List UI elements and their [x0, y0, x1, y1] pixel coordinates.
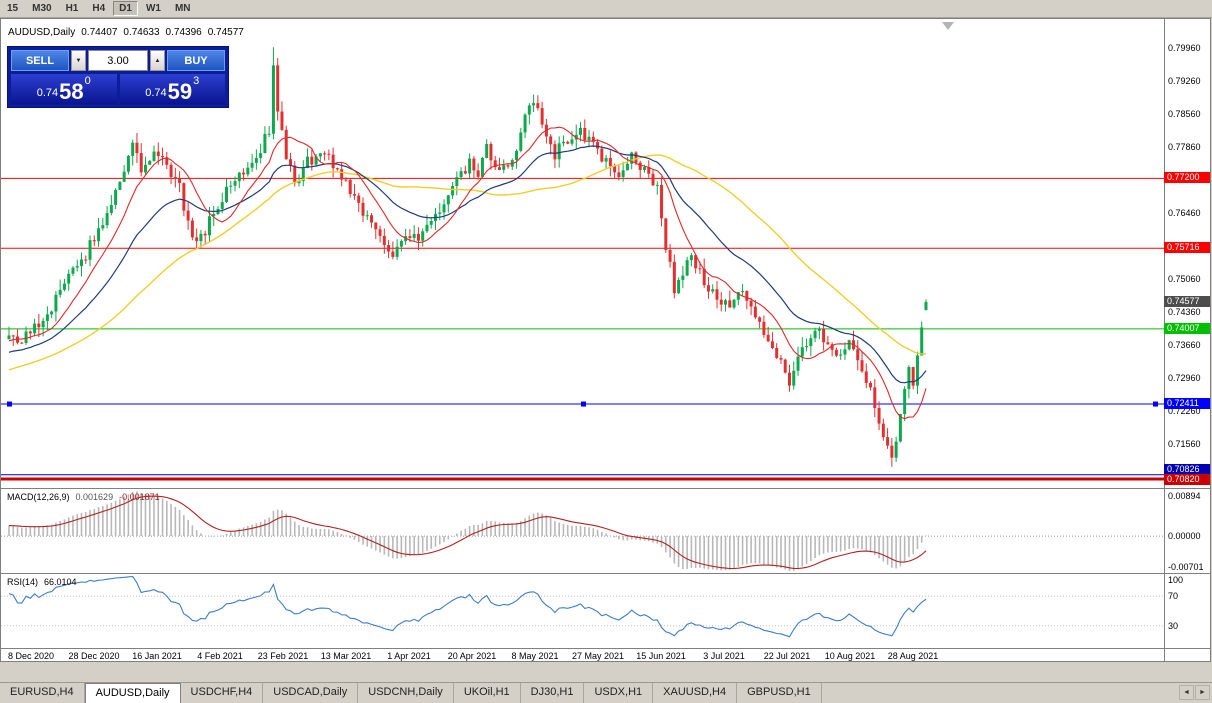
buy-price-point: 3 — [193, 75, 200, 87]
chart-tab-usdchf-h4[interactable]: USDCHF,H4 — [181, 683, 264, 703]
high-value: 0.74633 — [123, 27, 160, 38]
tab-scroll-right-button[interactable]: ► — [1195, 685, 1210, 700]
rsi-value: 66.0104 — [44, 577, 77, 587]
macd-indicator-label: MACD(12,26,9) 0.001629 -0.001871 — [7, 492, 160, 502]
candles-layer — [7, 47, 928, 467]
timeframe-button-h4[interactable]: H4 — [86, 1, 111, 16]
sell-price-point: 0 — [84, 75, 91, 87]
buy-price-pips: 59 — [167, 79, 193, 105]
sell-price-pips: 58 — [59, 79, 84, 105]
pane-separators — [1, 19, 1210, 661]
symbol-label: AUDUSD,Daily — [8, 27, 76, 38]
chart-tab-usdcnh-daily[interactable]: USDCNH,Daily — [358, 683, 454, 703]
volume-input[interactable] — [88, 50, 148, 71]
chart-window: AUDUSD,Daily 0.74407 0.74633 0.74396 0.7… — [0, 18, 1211, 662]
chart-tab-dj30-h1[interactable]: DJ30,H1 — [521, 683, 585, 703]
sell-price-display[interactable]: 0.74 58 0 — [11, 74, 117, 104]
arrow-up-icon: ▲ — [154, 57, 161, 64]
chart-tab-xauusd-h4[interactable]: XAUUSD,H4 — [653, 683, 738, 703]
volume-increase-button[interactable]: ▲ — [150, 50, 165, 71]
macd-signal-line — [8, 495, 927, 570]
buy-price-display[interactable]: 0.74 59 3 — [119, 74, 225, 105]
chart-tab-audusd-daily[interactable]: AUDUSD,Daily — [84, 683, 181, 703]
timeframe-button-15[interactable]: 15 — [1, 1, 24, 16]
chart-ohlc-header: AUDUSD,Daily 0.74407 0.74633 0.74396 0.7… — [8, 27, 244, 38]
arrow-right-icon: ► — [1199, 689, 1206, 696]
buy-button[interactable]: BUY — [167, 50, 225, 71]
chart-tab-gbpusd-h1[interactable]: GBPUSD,H1 — [737, 683, 822, 703]
rsi-name: RSI(14) — [7, 577, 39, 587]
rsi-pane — [1, 575, 1164, 638]
timeframe-button-m30[interactable]: M30 — [26, 1, 57, 16]
ma-slow-line — [8, 154, 927, 371]
arrow-left-icon: ◄ — [1183, 689, 1190, 696]
timeframe-button-mn[interactable]: MN — [169, 1, 197, 16]
close-value: 0.74577 — [207, 27, 244, 38]
chart-tab-bar: EURUSD,H4 AUDUSD,Daily USDCHF,H4 USDCAD,Dai… — [0, 682, 1212, 703]
moving-averages-layer — [8, 126, 927, 420]
timeframe-button-d1[interactable]: D1 — [113, 1, 138, 16]
chart-tab-usdcad-daily[interactable]: USDCAD,Daily — [263, 683, 359, 703]
timeframe-toolbar: 15 M30 H1 H4 D1 W1 MN — [0, 0, 1212, 18]
buy-price-base: 0.74 — [145, 87, 167, 99]
chart-shift-marker-icon — [942, 22, 954, 30]
tab-scroll-left-button[interactable]: ◄ — [1179, 685, 1194, 700]
volume-decrease-button[interactable]: ▼ — [71, 50, 86, 71]
rsi-indicator-label: RSI(14) 66.0104 — [7, 577, 77, 587]
rsi-line — [8, 575, 927, 638]
macd-main-value: 0.001629 — [75, 492, 114, 502]
chart-tab-usdx-h1[interactable]: USDX,H1 — [584, 683, 654, 703]
chart-tab-ukoil-h1[interactable]: UKOil,H1 — [454, 683, 521, 703]
one-click-trading-panel: SELL ▼ ▲ BUY 0.74 58 0 0.74 59 3 — [7, 46, 229, 108]
sell-button[interactable]: SELL — [11, 50, 69, 71]
timeframe-button-w1[interactable]: W1 — [140, 1, 167, 16]
tab-scroll-arrows: ◄ ► — [1179, 685, 1210, 700]
chart-tab-eurusd-h4[interactable]: EURUSD,H4 — [0, 683, 85, 703]
ma-mid-line — [8, 145, 927, 384]
open-value: 0.74407 — [81, 27, 118, 38]
ma-fast-line — [8, 126, 927, 420]
macd-pane — [1, 491, 1164, 572]
arrow-down-icon: ▼ — [75, 57, 82, 64]
macd-name: MACD(12,26,9) — [7, 492, 70, 502]
horizontal-level-lines[interactable] — [1, 177, 1164, 481]
macd-signal-value: -0.001871 — [119, 492, 160, 502]
low-value: 0.74396 — [165, 27, 202, 38]
timeframe-button-h1[interactable]: H1 — [60, 1, 85, 16]
sell-price-base: 0.74 — [36, 87, 59, 99]
price-chart-canvas[interactable] — [1, 19, 1210, 661]
